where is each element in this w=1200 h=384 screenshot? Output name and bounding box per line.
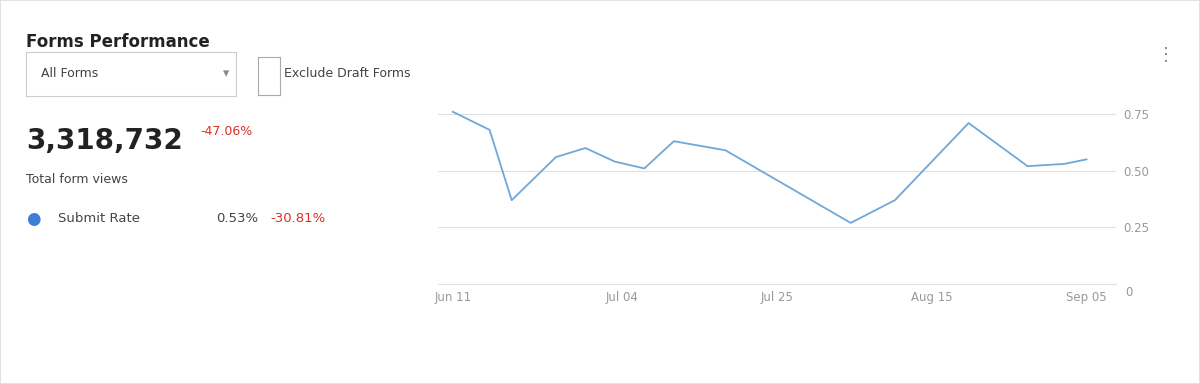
Text: ●: ● <box>26 210 41 228</box>
Text: All Forms: All Forms <box>41 68 98 80</box>
Text: 3,318,732: 3,318,732 <box>26 127 184 155</box>
Text: -47.06%: -47.06% <box>200 125 253 138</box>
Text: Exclude Draft Forms: Exclude Draft Forms <box>284 68 410 80</box>
Text: -30.81%: -30.81% <box>270 212 325 225</box>
Text: 0: 0 <box>1126 286 1133 299</box>
Text: ▾: ▾ <box>223 68 229 80</box>
Text: Total form views: Total form views <box>26 173 128 186</box>
Text: 0.53%: 0.53% <box>216 212 258 225</box>
Text: Submit Rate: Submit Rate <box>58 212 139 225</box>
Text: Forms Performance: Forms Performance <box>26 33 210 51</box>
Text: ⋮: ⋮ <box>1157 46 1175 64</box>
